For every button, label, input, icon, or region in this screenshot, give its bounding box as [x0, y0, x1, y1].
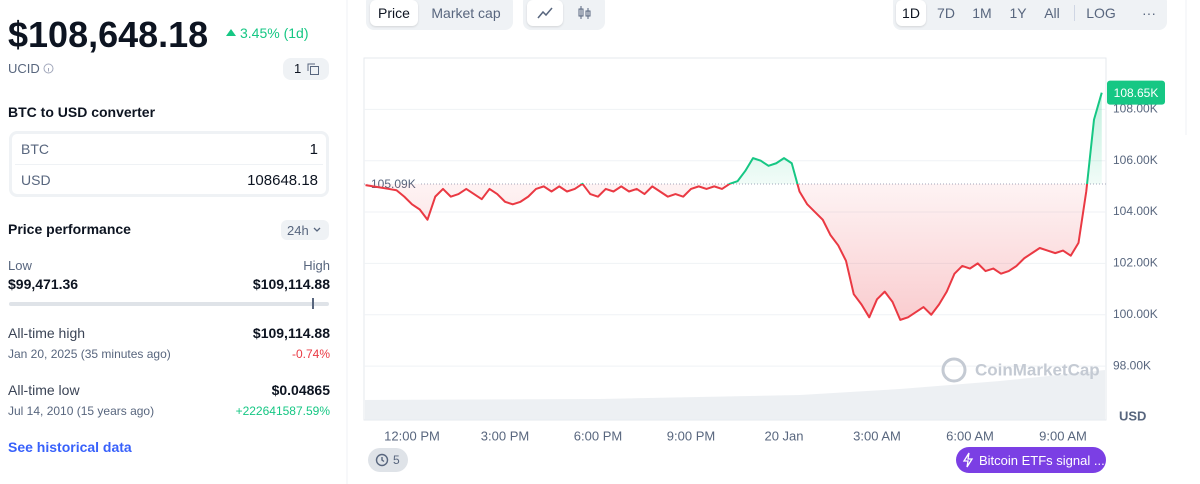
converter-amount[interactable]: 108648.18 — [247, 172, 318, 189]
low-label: Low — [8, 258, 32, 273]
price-tag — [1107, 80, 1165, 105]
range-bar — [9, 302, 329, 306]
watermark-logo — [941, 357, 967, 383]
converter-amount[interactable]: 1 — [309, 141, 318, 158]
ath-change: -0.74% — [291, 347, 330, 361]
x-tick-label: 20 Jan — [764, 428, 803, 443]
historical-link[interactable]: See historical data — [8, 439, 132, 455]
line-button[interactable] — [527, 0, 563, 26]
price-area — [365, 92, 1102, 320]
watermark: CoinMarketCap — [975, 360, 1100, 379]
history-icon — [375, 453, 389, 467]
x-tick-label: 3:00 AM — [853, 428, 901, 443]
ucid-label: UCID — [8, 61, 40, 76]
news-text: Bitcoin ETFs signal ... — [979, 453, 1105, 468]
candle-icon — [578, 6, 591, 19]
more-button[interactable]: ··· — [1142, 5, 1156, 21]
view-button[interactable]: Price — [370, 0, 418, 26]
news-pill[interactable] — [956, 447, 1106, 473]
y-unit: USD — [1119, 408, 1146, 423]
x-tick-label: 3:00 PM — [481, 428, 529, 443]
range-button[interactable]: 7D — [937, 5, 955, 21]
y-tick-label: 108.00K — [1113, 102, 1158, 116]
copy-icon[interactable] — [307, 63, 319, 75]
line-icon — [537, 7, 553, 19]
period-select[interactable] — [281, 220, 329, 240]
converter-box — [9, 131, 329, 197]
converter-currency: BTC — [21, 141, 49, 157]
y-tick-label: 104.00K — [1113, 204, 1158, 218]
price-line — [365, 92, 1103, 321]
range-marker — [312, 298, 314, 309]
volume-area — [365, 370, 1105, 420]
ath-label: All-time high — [8, 325, 86, 341]
atl-change: +222641587.59% — [235, 404, 330, 418]
low-value: $99,471.36 — [8, 276, 79, 292]
y-tick-label: 100.00K — [1113, 307, 1158, 321]
candle-button[interactable] — [566, 0, 602, 26]
x-tick-label: 12:00 PM — [384, 428, 440, 443]
period: 24h — [287, 223, 309, 238]
price-tag-label: 108.65K — [1114, 86, 1159, 100]
separator — [1074, 5, 1075, 21]
range-button[interactable]: All — [1044, 5, 1060, 21]
price: $108,648.18 — [8, 14, 209, 55]
range-button[interactable]: 1Y — [1009, 5, 1027, 21]
atl-value: $0.04865 — [271, 382, 330, 398]
up-arrow — [226, 29, 236, 36]
y-tick-label: 106.00K — [1113, 153, 1158, 167]
info-icon — [43, 63, 54, 74]
x-tick-label: 6:00 AM — [946, 428, 994, 443]
high-value: $109,114.88 — [252, 276, 330, 292]
x-tick-label: 9:00 AM — [1039, 428, 1087, 443]
range-button[interactable]: 1M — [972, 5, 992, 21]
converter-divider — [15, 164, 323, 165]
history-count: 5 — [393, 453, 400, 467]
price-change: 3.45% (1d) — [240, 25, 309, 41]
range-button[interactable]: LOG — [1086, 5, 1116, 21]
atl-label: All-time low — [8, 382, 80, 398]
converter-currency: USD — [21, 172, 51, 188]
converter-title: BTC to USD converter — [8, 104, 156, 120]
x-tick-label: 9:00 PM — [667, 428, 715, 443]
ath-date: Jan 20, 2025 (35 minutes ago) — [8, 347, 171, 361]
ucid: 1 — [294, 61, 302, 76]
high-label: High — [303, 258, 330, 273]
bolt-icon — [962, 452, 974, 468]
atl-date: Jul 14, 2010 (15 years ago) — [8, 404, 155, 418]
ucid-pill[interactable] — [283, 58, 329, 80]
chevron — [313, 227, 321, 232]
y-tick-label: 98.00K — [1113, 358, 1151, 372]
ath-value: $109,114.88 — [252, 325, 330, 341]
x-tick-label: 6:00 PM — [574, 428, 622, 443]
y-tick-label: 102.00K — [1113, 256, 1158, 270]
range-button[interactable]: 1D — [896, 0, 926, 26]
view-button[interactable]: Market cap — [431, 5, 501, 21]
range-toggle — [893, 0, 1167, 30]
performance-title: Price performance — [8, 221, 131, 237]
